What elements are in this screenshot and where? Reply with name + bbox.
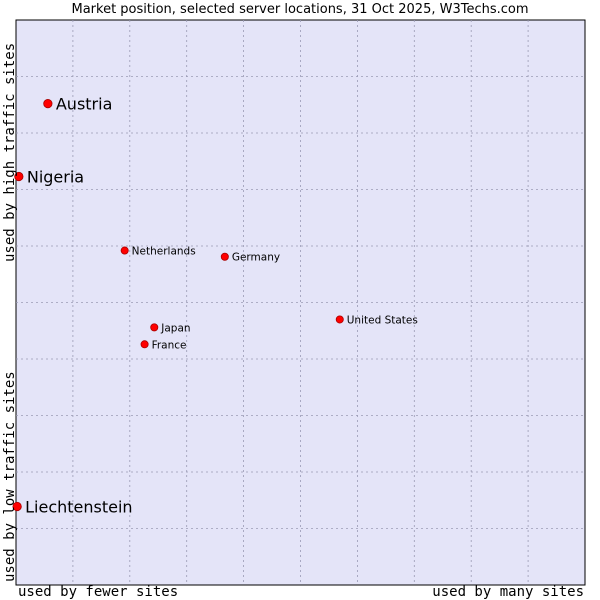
point-marker [12,501,22,512]
data-point-netherlands: Netherlands [120,246,196,258]
point-label: Japan [160,322,190,334]
point-marker [220,252,229,261]
point-label: Liechtenstein [25,497,132,516]
point-marker [43,99,53,109]
data-point-france: France [140,339,187,351]
point-label: Netherlands [132,246,196,258]
point-label: United States [347,314,418,326]
data-points: Austria Nigeria Netherlands Germany United S… [12,95,418,516]
point-marker [335,315,344,324]
point-label: France [152,339,187,351]
x-axis-label-many: used by many sites [432,584,584,600]
point-label: Austria [56,95,113,114]
grid-lines [16,20,585,585]
data-point-united-states: United States [335,314,418,326]
point-marker [120,246,129,255]
chart-title: Market position, selected server locatio… [71,2,529,17]
data-point-japan: Japan [150,322,191,334]
data-point-austria: Austria [43,95,113,114]
point-marker [150,323,159,332]
point-marker [140,340,149,349]
y-axis-label-low: used by low traffic sites [2,371,18,582]
point-label: Nigeria [27,168,84,187]
data-point-nigeria: Nigeria [14,168,84,187]
y-axis-label-high: used by high traffic sites [2,42,18,262]
point-label: Germany [232,252,280,264]
data-point-liechtenstein: Liechtenstein [12,497,133,516]
x-axis-label-fewer: used by fewer sites [18,584,179,600]
point-marker [14,171,24,182]
data-point-germany: Germany [220,252,280,264]
